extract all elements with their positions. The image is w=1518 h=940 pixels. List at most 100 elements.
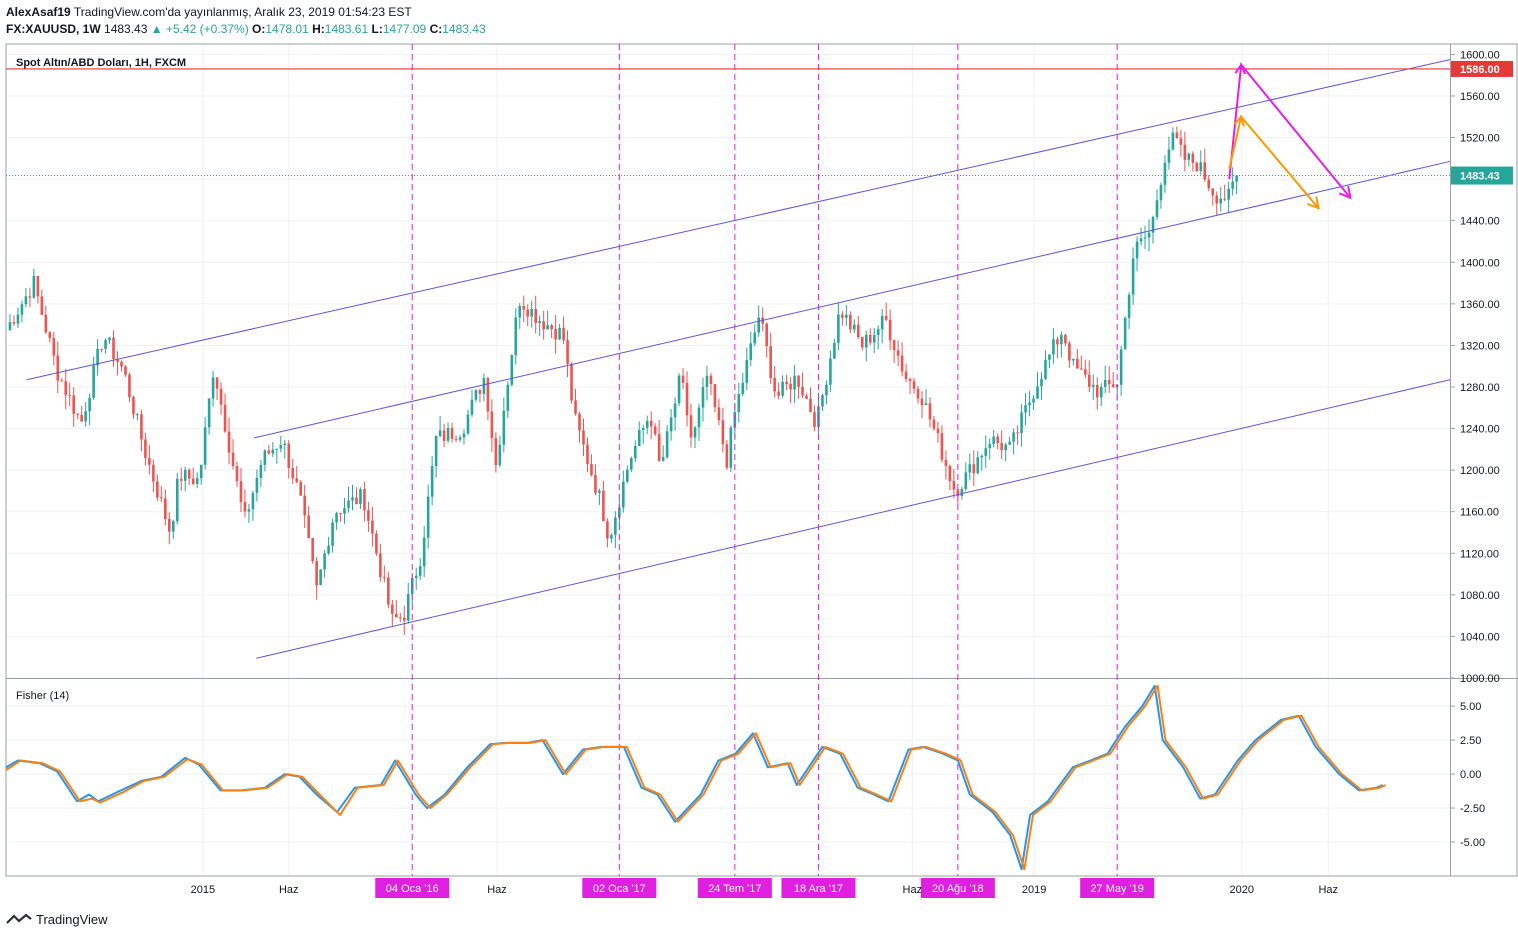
date-marker-label: 02 Oca '17 xyxy=(593,883,646,895)
candle-body xyxy=(112,337,115,360)
candle-body xyxy=(1020,412,1023,434)
date-marker-badge xyxy=(582,878,657,898)
candle-body xyxy=(705,375,709,388)
candle-body xyxy=(291,467,295,479)
time-tick-label: Haz xyxy=(903,884,923,896)
candle-body xyxy=(641,428,645,431)
candle-body xyxy=(207,398,211,428)
candle-body xyxy=(1036,386,1039,399)
price-tick-label: 1600.00 xyxy=(1460,49,1500,61)
price-axis[interactable]: 1600.001560.001520.001480.001440.001400.… xyxy=(1450,49,1513,685)
candle-body xyxy=(462,433,466,438)
time-axis[interactable]: 04 Oca '16 02 Oca '17 24 Tem '17 18 Ara '17… xyxy=(191,878,1338,898)
candle-body xyxy=(56,355,60,381)
candle-body xyxy=(940,433,944,460)
candle-body xyxy=(1068,343,1071,361)
tradingview-logo[interactable]: TradingView xyxy=(6,912,108,927)
candle-body xyxy=(498,444,502,466)
candle-body xyxy=(1139,238,1143,242)
candle-body xyxy=(379,553,382,578)
candle-body xyxy=(785,381,788,385)
candle-body xyxy=(40,296,44,315)
candle-body xyxy=(430,466,434,497)
candle-body xyxy=(574,400,577,414)
projection-arrow-magenta[interactable] xyxy=(1228,62,1352,199)
candle-body xyxy=(645,420,649,429)
candle-body xyxy=(538,321,541,324)
date-marker-label: 27 May '19 xyxy=(1090,883,1143,895)
fisher-axis[interactable]: 5.00 2.50 0.00 -2.50 -5.00 xyxy=(1450,701,1485,849)
candle-body xyxy=(741,382,745,395)
candle-body xyxy=(156,481,159,498)
candle-body xyxy=(689,415,693,438)
candle-body xyxy=(363,489,366,511)
candle-body xyxy=(20,304,24,315)
candle-body xyxy=(888,319,892,341)
candle-body xyxy=(486,378,490,412)
candle-body xyxy=(1167,149,1171,163)
channel-lines[interactable] xyxy=(26,59,1451,659)
candle-body xyxy=(506,384,510,411)
candle-body xyxy=(1195,162,1199,172)
candle-body xyxy=(976,457,980,474)
candle-body xyxy=(777,391,780,396)
projection-arrows[interactable] xyxy=(1228,62,1352,210)
candle-body xyxy=(789,384,792,390)
candle-body xyxy=(438,430,442,436)
candle-body xyxy=(1159,184,1163,201)
candle-body xyxy=(916,388,920,399)
candle-body xyxy=(629,458,633,470)
candle-body xyxy=(618,507,621,518)
candle-body xyxy=(908,379,912,382)
candle-body xyxy=(622,481,625,508)
main-pane-title: Spot Altın/ABD Doları, 1H, FXCM xyxy=(16,57,186,69)
candle-body xyxy=(1187,153,1191,160)
candle-body xyxy=(904,371,908,380)
candle-body xyxy=(239,481,243,503)
indicator-pane-title: Fisher (14) xyxy=(16,690,69,702)
candle-body xyxy=(279,445,283,449)
candle-body xyxy=(534,309,537,324)
candle-body xyxy=(665,431,669,458)
candle-body xyxy=(1087,374,1091,387)
candle-body xyxy=(347,500,350,509)
candle-body xyxy=(152,464,155,482)
candle-body xyxy=(179,478,183,481)
candle-body xyxy=(160,497,163,499)
candle-body xyxy=(1211,188,1215,196)
candle-body xyxy=(825,384,828,396)
candle-body xyxy=(1048,354,1051,360)
candle-body xyxy=(1151,217,1155,233)
candle-body xyxy=(968,464,972,473)
candle-body xyxy=(932,419,936,429)
date-marker-badge xyxy=(697,878,772,898)
channel-line-middle[interactable] xyxy=(253,160,1451,439)
candle-body xyxy=(215,377,219,389)
candle-body xyxy=(980,455,984,458)
candle-body xyxy=(1183,144,1187,160)
candle-body xyxy=(797,375,800,387)
channel-line-upper[interactable] xyxy=(26,59,1451,381)
publisher-name: AlexAsaf19 xyxy=(6,5,71,19)
price-tick-label: 1120.00 xyxy=(1460,548,1499,560)
date-marker-badge xyxy=(781,878,856,898)
candle-body xyxy=(1060,334,1063,345)
candle-body xyxy=(323,553,326,570)
candle-body xyxy=(124,366,127,375)
channel-line-lower[interactable] xyxy=(256,379,1451,659)
candle-body xyxy=(195,478,199,484)
candle-body xyxy=(685,382,689,416)
candle-body xyxy=(550,325,553,330)
candle-body xyxy=(562,327,565,341)
candle-body xyxy=(1235,175,1238,182)
date-marker-label: 24 Tem '17 xyxy=(708,883,761,895)
price-tick-label: 1000.00 xyxy=(1460,673,1500,685)
resistance-badge xyxy=(1451,60,1513,77)
candle-body xyxy=(466,414,470,434)
candle-body xyxy=(80,414,83,422)
time-tick-label: 2015 xyxy=(191,884,215,896)
candle-body xyxy=(303,495,306,516)
candle-body xyxy=(960,488,964,496)
candle-body xyxy=(514,317,518,356)
